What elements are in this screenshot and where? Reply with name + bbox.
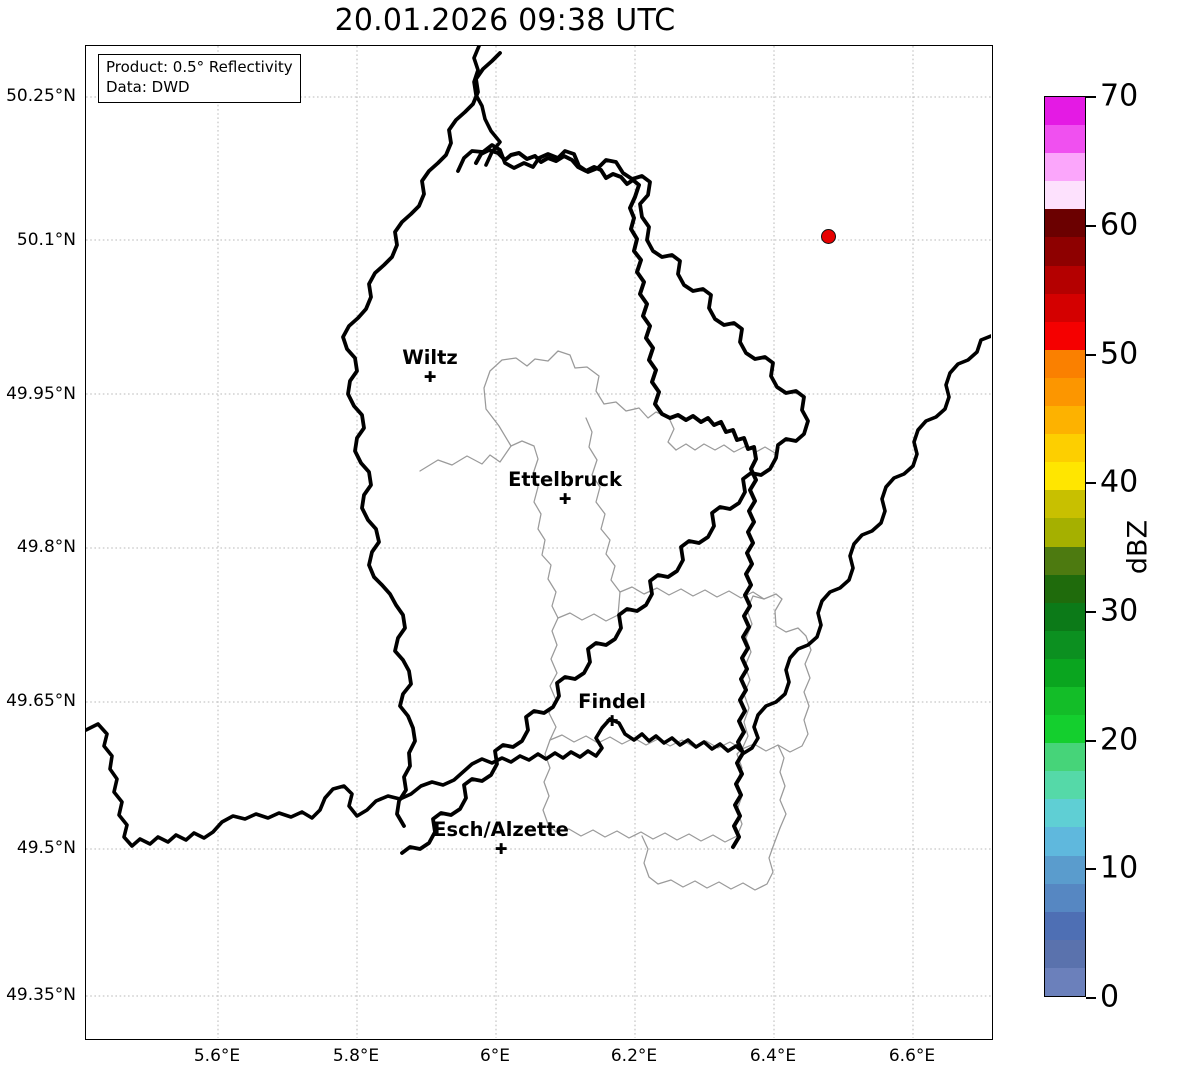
colorbar-tick-label: 0 (1100, 979, 1120, 1015)
colorbar-band (1045, 855, 1085, 884)
colorbar-tick-label: 40 (1100, 464, 1139, 500)
colorbar-band (1045, 349, 1085, 378)
colorbar-tick-label: 10 (1100, 850, 1139, 886)
colorbar-band (1045, 602, 1085, 631)
colorbar-tick (1086, 740, 1096, 742)
y-tick-label: 50.25°N (6, 86, 76, 106)
colorbar-band (1045, 799, 1085, 828)
colorbar-band (1045, 237, 1085, 266)
colorbar-tick (1086, 354, 1096, 356)
colorbar-tick-label: 60 (1100, 207, 1139, 243)
luxembourg-national-border (474, 148, 758, 849)
colorbar-band (1045, 574, 1085, 603)
x-tick-label: 6°E (479, 1046, 511, 1066)
colorbar-band (1045, 462, 1085, 491)
colorbar-band (1045, 546, 1085, 575)
colorbar-tick (1086, 868, 1096, 870)
x-tick-label: 6.2°E (610, 1046, 658, 1066)
colorbar-band (1045, 658, 1085, 687)
luxembourg-shape (400, 143, 810, 855)
colorbar-band (1045, 490, 1085, 519)
colorbar-band (1045, 181, 1085, 210)
colorbar-band (1045, 209, 1085, 238)
colorbar-band (1045, 321, 1085, 350)
map-gridlines (86, 46, 991, 1038)
colorbar-tick (1086, 225, 1096, 227)
y-tick-label: 49.35°N (6, 985, 76, 1005)
colorbar-tick-label: 70 (1100, 78, 1139, 114)
colorbar-tick-label: 30 (1100, 593, 1139, 629)
radar-site-marker[interactable] (821, 229, 836, 244)
info-box: Product: 0.5° Reflectivity Data: DWD (98, 54, 301, 103)
colorbar[interactable] (1044, 96, 1086, 997)
colorbar-band (1045, 911, 1085, 940)
colorbar-band (1045, 939, 1085, 968)
colorbar-band (1045, 686, 1085, 716)
y-tick-label: 49.95°N (6, 384, 76, 404)
colorbar-tick (1086, 611, 1096, 613)
y-tick-label: 50.1°N (16, 230, 76, 250)
colorbar-band (1045, 377, 1085, 407)
colorbar-tick-label: 50 (1100, 336, 1139, 372)
colorbar-band (1045, 97, 1085, 126)
colorbar-band (1045, 153, 1085, 182)
map-panel[interactable]: Product: 0.5° Reflectivity Data: DWD (85, 45, 993, 1040)
y-tick-label: 49.5°N (16, 838, 76, 858)
colorbar-tick-label: 20 (1100, 722, 1139, 758)
colorbar-band (1045, 125, 1085, 154)
colorbar-band (1045, 743, 1085, 772)
canton-boundaries (419, 350, 812, 891)
x-tick-label: 5.8°E (332, 1046, 380, 1066)
colorbar-tick (1086, 997, 1096, 999)
colorbar-band (1045, 265, 1085, 294)
info-product-line: Product: 0.5° Reflectivity (106, 58, 293, 76)
colorbar-band (1045, 406, 1085, 435)
info-data-line: Data: DWD (106, 77, 190, 96)
country-border-luxembourg (86, 46, 991, 848)
country-outline-luxembourg (341, 51, 502, 828)
x-tick-label: 5.6°E (193, 1046, 241, 1066)
colorbar-band (1045, 434, 1085, 463)
page-title: 20.01.2026 09:38 UTC (334, 3, 676, 38)
colorbar-tick (1086, 482, 1096, 484)
x-tick-label: 6.6°E (888, 1046, 936, 1066)
colorbar-band (1045, 630, 1085, 659)
colorbar-band (1045, 967, 1085, 996)
colorbar-band (1045, 827, 1085, 856)
colorbar-unit-label: dBZ (1122, 519, 1154, 575)
colorbar-tick (1086, 96, 1096, 98)
y-tick-label: 49.65°N (6, 691, 76, 711)
colorbar-band (1045, 771, 1085, 800)
y-tick-label: 49.8°N (16, 537, 76, 557)
map-graphics (86, 46, 991, 1038)
colorbar-band (1045, 715, 1085, 744)
x-tick-label: 6.4°E (749, 1046, 797, 1066)
colorbar-band (1045, 293, 1085, 322)
colorbar-band (1045, 518, 1085, 547)
colorbar-band (1045, 883, 1085, 912)
